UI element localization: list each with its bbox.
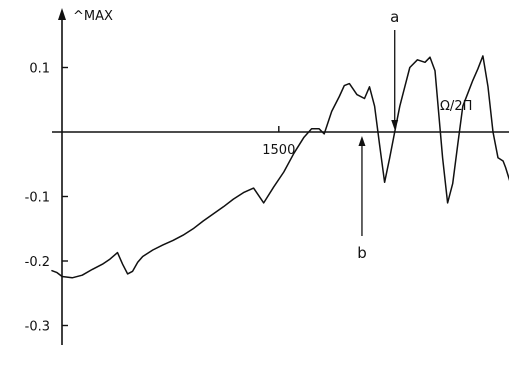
- series-line: [51, 55, 509, 279]
- y-tick-label: 0.1: [29, 62, 50, 77]
- x-axis-label: Ω/2Π: [440, 99, 472, 114]
- annotation-label-b: b: [357, 244, 367, 262]
- y-axis-arrowhead: [58, 8, 66, 20]
- y-tick-label: -0.1: [25, 191, 50, 206]
- annotation-arrowhead-a: [391, 120, 399, 130]
- x-ticks: 15001600: [262, 126, 295, 158]
- annotations: ab: [357, 8, 399, 262]
- y-tick-label: -0.2: [25, 255, 50, 270]
- annotation-label-a: a: [390, 8, 399, 26]
- annotation-arrowhead-b: [358, 136, 366, 146]
- y-ticks: 0.1 -0.1 -0.2 -0.3: [25, 62, 68, 335]
- y-tick-label: -0.3: [25, 320, 50, 335]
- y-axis-label: ^MAX: [73, 9, 113, 24]
- x-tick-label: 1500: [262, 143, 295, 158]
